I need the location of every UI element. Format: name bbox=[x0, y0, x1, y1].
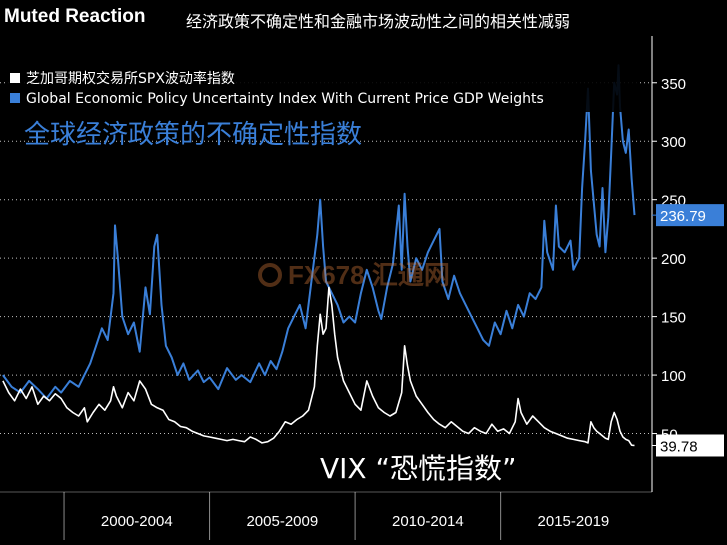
y-tick-label: 150 bbox=[661, 310, 686, 327]
last-value-box-epu bbox=[656, 204, 724, 227]
watermark-text: FX678 汇通网 bbox=[288, 260, 450, 290]
y-tick-label: 100 bbox=[661, 368, 686, 385]
y-tick-label: 350 bbox=[661, 76, 686, 93]
x-tick-label: 2005-2009 bbox=[246, 513, 318, 530]
series-line-vix bbox=[2, 286, 635, 447]
last-value-label-epu: 236.79 bbox=[660, 208, 706, 225]
legend-swatch bbox=[10, 73, 20, 83]
watermark: FX678 汇通网 bbox=[258, 255, 450, 292]
x-tick-label: 2000-2004 bbox=[101, 513, 173, 530]
last-value-label-vix: 39.78 bbox=[660, 438, 698, 455]
annotation-epu: 全球经济政策的不确定性指数 bbox=[24, 120, 362, 150]
x-tick-label: 2015-2019 bbox=[538, 513, 610, 530]
legend-label: 芝加哥期权交易所SPX波动率指数 bbox=[26, 70, 235, 87]
chart-subtitle: 经济政策不确定性和金融市场波动性之间的相关性减弱 bbox=[186, 12, 571, 31]
series-line-epu bbox=[2, 64, 636, 400]
legend-label: Global Economic Policy Uncertainty Index… bbox=[26, 91, 544, 107]
legend-swatch bbox=[10, 93, 20, 103]
watermark-logo-icon bbox=[258, 263, 282, 287]
last-value-box-vix bbox=[656, 434, 724, 457]
title-bar: Muted Reaction 经济政策不确定性和金融市场波动性之间的相关性减弱 bbox=[0, 0, 727, 34]
x-tick-label: 2010-2014 bbox=[392, 513, 464, 530]
chart-title: Muted Reaction bbox=[4, 6, 146, 27]
y-tick-label: 300 bbox=[661, 134, 686, 151]
legend-box bbox=[6, 64, 638, 112]
y-tick-label: 200 bbox=[661, 251, 686, 268]
annotation-vix: VIX “恐慌指数” bbox=[320, 452, 517, 485]
